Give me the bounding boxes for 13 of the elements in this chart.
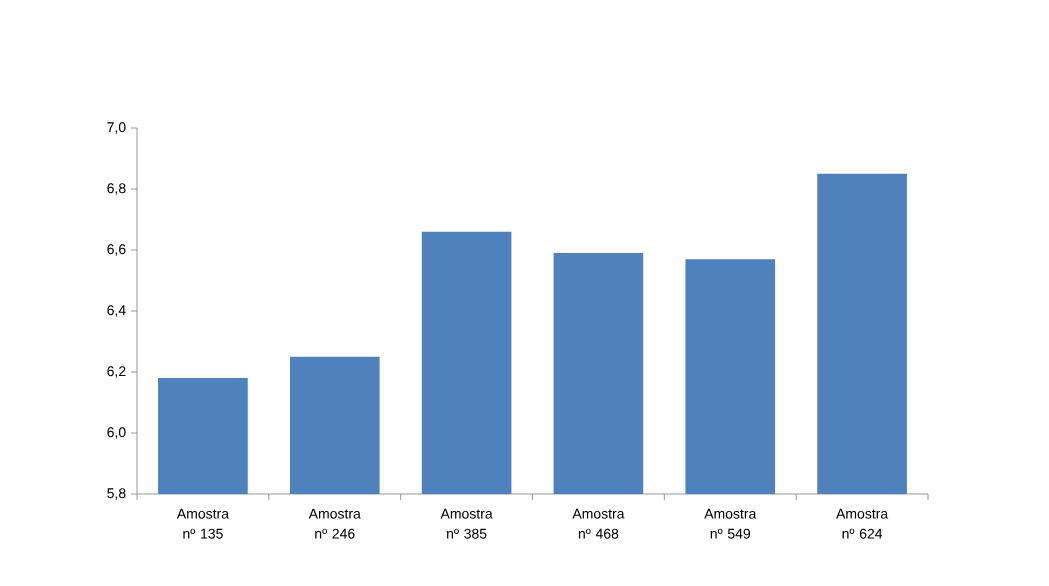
y-tick-label: 6,6 (107, 244, 126, 256)
x-tick-label: Amostra nº 624 (836, 508, 889, 539)
y-tick-label: 6,8 (107, 183, 126, 195)
x-tick-label: Amostra nº 385 (440, 508, 493, 539)
x-tick-label: Amostra nº 549 (704, 508, 757, 539)
x-tick-label: Amostra nº 135 (176, 508, 229, 539)
y-tick-label: 6,2 (107, 366, 126, 378)
y-tick-label: 6,0 (107, 427, 126, 439)
x-tick-label: Amostra nº 246 (308, 508, 361, 539)
y-tick-label: 6,4 (107, 305, 126, 317)
y-tick-label: 7,0 (107, 122, 126, 134)
x-tick-label: Amostra nº 468 (572, 508, 625, 539)
y-tick-label: 5,8 (107, 488, 126, 500)
